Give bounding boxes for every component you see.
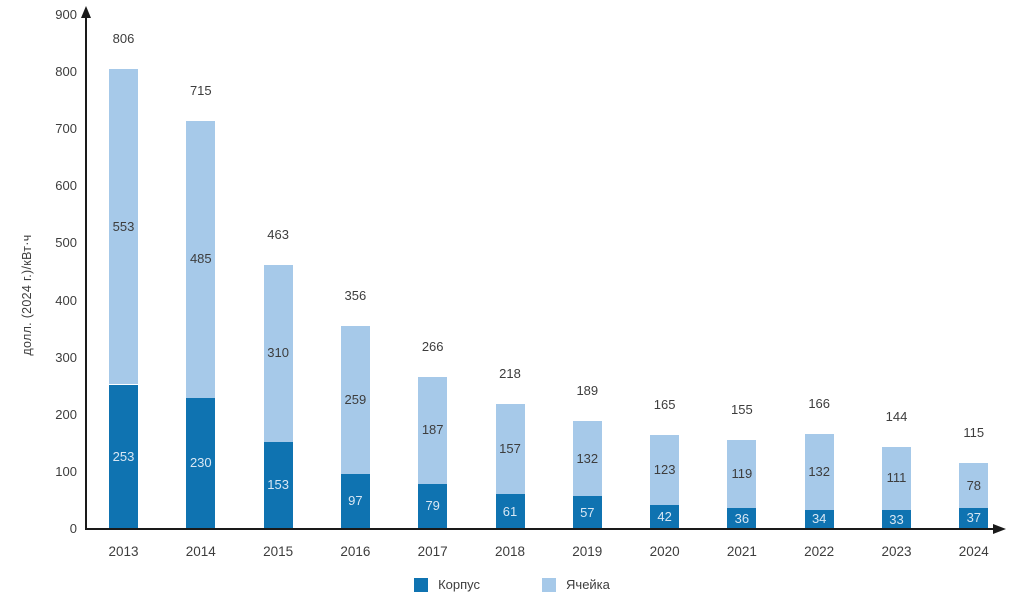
legend-label: Корпус bbox=[438, 577, 481, 592]
bar-segment-pack bbox=[882, 510, 911, 529]
bar-segment-cell bbox=[495, 404, 525, 495]
bar-segment-value-cell: 187 bbox=[421, 422, 444, 438]
bar-segment-value-cell: 553 bbox=[112, 218, 135, 234]
bar-total-value: 266 bbox=[421, 339, 444, 355]
y-tick-label: 800 bbox=[55, 64, 77, 80]
bar-segment-value-cell: 78 bbox=[966, 477, 982, 493]
legend-item-cell: Ячейка bbox=[542, 577, 610, 592]
legend-label: Ячейка bbox=[566, 577, 610, 592]
bar-segment-value-pack: 37 bbox=[966, 510, 982, 526]
x-tick-label: 2023 bbox=[881, 544, 912, 559]
y-tick-label: 600 bbox=[55, 178, 77, 194]
bar-segment-cell bbox=[340, 325, 370, 474]
bar-total-value: 165 bbox=[653, 396, 676, 412]
x-tick-label: 2013 bbox=[108, 544, 139, 559]
bar-segment-cell bbox=[650, 434, 680, 505]
y-tick-label: 100 bbox=[55, 463, 77, 479]
bar-segment-value-pack: 33 bbox=[889, 511, 904, 527]
bar-segment-pack bbox=[727, 508, 757, 529]
bar-segment-value-pack: 153 bbox=[267, 477, 289, 493]
bar-segment-value-pack: 230 bbox=[189, 455, 212, 471]
x-tick-label: 2019 bbox=[572, 544, 603, 559]
bar-segment-value-cell: 485 bbox=[189, 251, 212, 267]
y-axis-line bbox=[85, 16, 87, 530]
legend: Корпус Ячейка bbox=[0, 577, 1024, 592]
bar-segment-cell bbox=[804, 434, 834, 510]
legend-swatch-icon bbox=[542, 577, 557, 592]
x-tick-label: 2018 bbox=[494, 544, 526, 559]
x-tick-label: 2024 bbox=[958, 544, 989, 559]
bar-segment-pack bbox=[263, 441, 293, 529]
y-tick-label: 200 bbox=[55, 406, 77, 422]
x-tick-label: 2015 bbox=[263, 544, 294, 559]
bar-segment-value-cell: 119 bbox=[731, 466, 753, 482]
bar-segment-cell bbox=[109, 68, 138, 385]
bar-segment-cell bbox=[959, 463, 989, 508]
bar-segment-pack bbox=[109, 384, 138, 529]
bar-segment-pack bbox=[804, 509, 834, 529]
bar-total-value: 463 bbox=[267, 226, 289, 242]
x-axis-line bbox=[85, 528, 995, 530]
x-tick-label: 2017 bbox=[417, 544, 448, 559]
bar-segment-value-cell: 132 bbox=[808, 463, 831, 479]
bar-segment-value-cell: 157 bbox=[499, 441, 521, 457]
bar-segment-cell bbox=[727, 440, 757, 509]
bar-segment-cell bbox=[418, 377, 448, 484]
bar-total-value: 144 bbox=[885, 408, 908, 424]
bar-segment-pack bbox=[340, 473, 370, 529]
bar-segment-cell bbox=[572, 421, 602, 497]
bar-segment-cell bbox=[263, 264, 293, 442]
bar-total-value: 356 bbox=[344, 287, 367, 303]
y-tick-label: 700 bbox=[55, 121, 77, 137]
bar-segment-value-pack: 61 bbox=[502, 503, 518, 519]
bar-total-value: 806 bbox=[112, 30, 135, 46]
bar-segment-value-pack: 253 bbox=[112, 448, 135, 464]
bar-segment-value-pack: 57 bbox=[580, 504, 595, 520]
bar-segment-pack bbox=[495, 494, 525, 529]
bar-segment-value-pack: 36 bbox=[734, 510, 750, 526]
y-tick-label: 400 bbox=[55, 292, 77, 308]
bar-segment-value-cell: 111 bbox=[886, 470, 907, 486]
x-tick-label: 2020 bbox=[649, 544, 680, 559]
bar-segment-value-pack: 42 bbox=[657, 509, 672, 524]
bar-total-value: 166 bbox=[808, 396, 831, 412]
bar-segment-pack bbox=[959, 507, 989, 529]
x-tick-label: 2016 bbox=[340, 544, 371, 559]
bar-segment-value-pack: 34 bbox=[811, 511, 827, 527]
legend-item-pack: Корпус bbox=[414, 577, 480, 592]
bar-total-value: 218 bbox=[499, 366, 521, 382]
bar-total-value: 155 bbox=[731, 402, 753, 418]
x-tick-label: 2022 bbox=[804, 544, 835, 559]
x-axis-arrow-icon bbox=[993, 524, 1006, 534]
bar-segment-cell bbox=[186, 120, 216, 398]
y-axis-arrow-icon bbox=[81, 6, 91, 18]
y-tick-label: 900 bbox=[55, 7, 77, 22]
bar-segment-cell bbox=[882, 446, 911, 511]
bar-total-value: 715 bbox=[189, 82, 212, 98]
x-tick-label: 2014 bbox=[185, 544, 216, 559]
x-tick-label: 2021 bbox=[726, 544, 757, 559]
bar-segment-value-cell: 259 bbox=[344, 391, 367, 407]
y-tick-label: 500 bbox=[55, 235, 77, 251]
legend-swatch-icon bbox=[414, 577, 429, 592]
bar-segment-pack bbox=[186, 397, 216, 529]
bar-segment-value-pack: 79 bbox=[425, 498, 440, 514]
bar-segment-pack bbox=[572, 496, 602, 529]
bar-segment-pack bbox=[418, 483, 448, 529]
bar-segment-value-pack: 97 bbox=[348, 493, 363, 509]
bar-segment-value-cell: 310 bbox=[267, 345, 289, 361]
bar-total-value: 189 bbox=[576, 383, 599, 399]
bar-total-value: 115 bbox=[963, 425, 985, 441]
y-tick-label: 300 bbox=[55, 349, 77, 365]
bar-segment-value-cell: 132 bbox=[576, 450, 599, 466]
bar-segment-pack bbox=[650, 505, 680, 529]
y-tick-label: 0 bbox=[69, 521, 77, 536]
bar-segment-value-cell: 123 bbox=[653, 461, 676, 477]
